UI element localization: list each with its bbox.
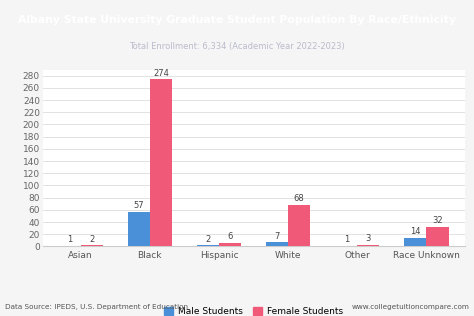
Bar (81, 245, 103, 246)
Text: 14: 14 (410, 228, 420, 236)
Bar (357, 245, 380, 246)
Text: www.collegetuitioncompare.com: www.collegetuitioncompare.com (351, 304, 469, 310)
Bar (128, 212, 150, 246)
Text: 6: 6 (228, 232, 233, 241)
Text: 68: 68 (294, 194, 305, 204)
Bar (197, 245, 219, 246)
Text: 3: 3 (366, 234, 371, 243)
Bar (288, 205, 310, 246)
Text: 1: 1 (344, 235, 349, 244)
Bar (219, 243, 241, 246)
Text: Albany State University Graduate Student Population By Race/Ethnicity: Albany State University Graduate Student… (18, 15, 456, 25)
Text: 57: 57 (134, 201, 144, 210)
Text: 274: 274 (153, 69, 169, 78)
Text: 1: 1 (67, 235, 72, 244)
Text: Data Source: IPEDS, U.S. Department of Education: Data Source: IPEDS, U.S. Department of E… (5, 304, 188, 310)
Text: 2: 2 (89, 235, 94, 244)
Text: 2: 2 (205, 235, 210, 244)
Bar (150, 79, 172, 246)
Text: Total Enrollment: 6,334 (Academic Year 2022-2023): Total Enrollment: 6,334 (Academic Year 2… (129, 42, 345, 51)
Legend: Male Students, Female Students: Male Students, Female Students (161, 304, 346, 316)
Text: 7: 7 (274, 232, 280, 241)
Bar (427, 227, 448, 246)
Text: 32: 32 (432, 216, 443, 225)
Bar (404, 238, 427, 246)
Bar (266, 242, 288, 246)
